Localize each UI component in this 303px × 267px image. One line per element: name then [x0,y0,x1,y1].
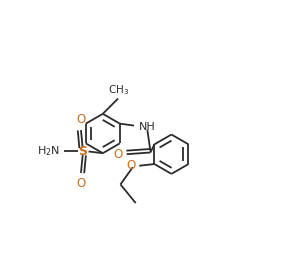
Text: O: O [76,177,85,190]
Text: NH: NH [138,122,155,132]
Text: O: O [126,159,136,172]
Text: S: S [78,145,87,158]
Text: CH$_3$: CH$_3$ [108,83,129,97]
Text: O: O [76,113,85,126]
Text: O: O [114,148,123,161]
Text: H$_2$N: H$_2$N [37,145,60,158]
